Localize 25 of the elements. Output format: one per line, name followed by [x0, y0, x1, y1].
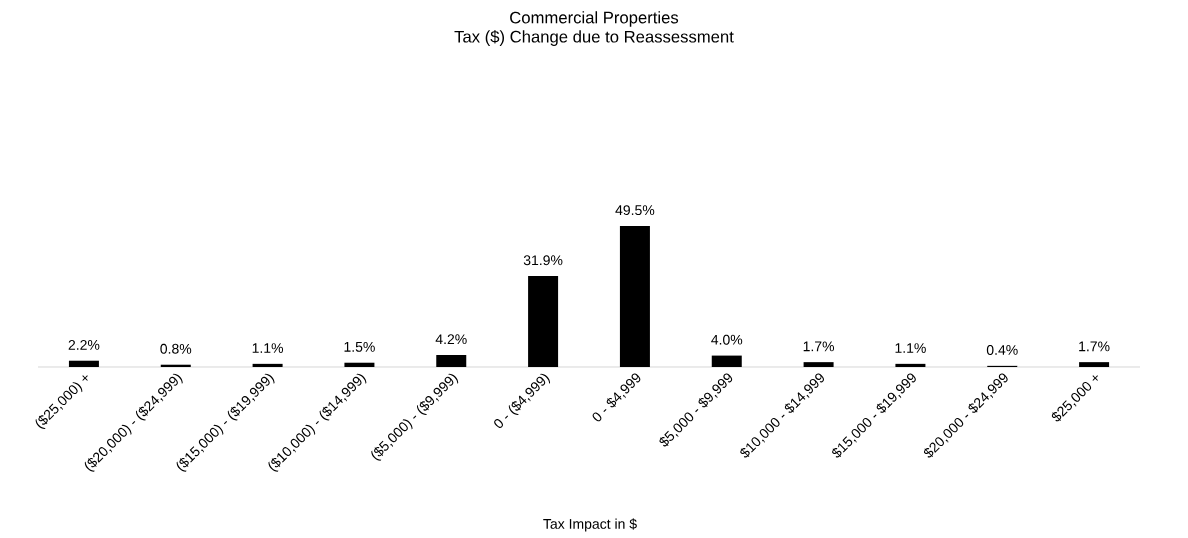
bar [619, 226, 650, 367]
data-label: 4.2% [435, 334, 467, 345]
bar [895, 363, 926, 367]
data-label: 1.7% [803, 341, 835, 352]
data-label: 49.5% [615, 205, 655, 216]
bar [436, 355, 467, 367]
data-label: 31.9% [523, 255, 563, 266]
bar [344, 362, 375, 367]
chart-title: Commercial Properties [510, 11, 679, 27]
data-label: 1.5% [344, 341, 375, 352]
bar [252, 363, 283, 367]
data-label: 1.1% [895, 343, 926, 353]
data-label: 4.0% [711, 334, 743, 345]
chart-subtitle: Tax ($) Change due to Reassessment [454, 30, 734, 46]
bar [1079, 362, 1110, 367]
bar [803, 362, 834, 367]
data-label: 1.1% [252, 343, 284, 353]
data-label: 1.7% [1079, 341, 1110, 352]
x-axis-title: Tax Impact in $ [543, 518, 637, 532]
data-label: 2.2% [68, 339, 100, 350]
data-label: 0.8% [160, 343, 192, 354]
bar [711, 355, 742, 367]
bar [528, 276, 559, 367]
bar [68, 360, 99, 367]
data-label: 0.4% [986, 345, 1018, 355]
